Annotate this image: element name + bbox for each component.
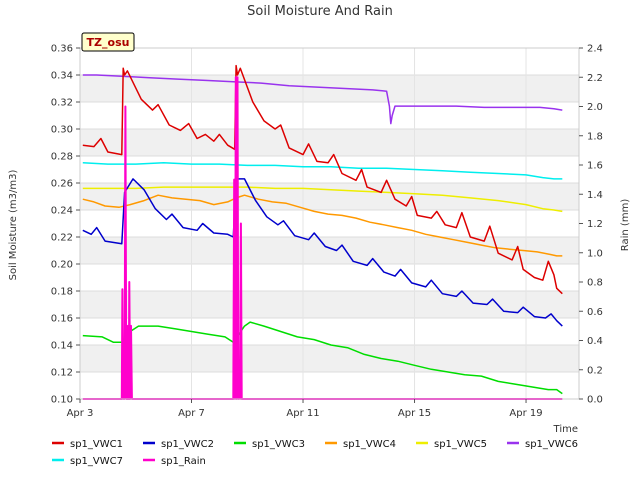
x-axis-ticks: Apr 3 Apr 7 Apr 11 Apr 15 Apr 19 (67, 399, 543, 419)
chart-title: Soil Moisture And Rain (247, 4, 393, 19)
legend-label: sp1_VWC4 (343, 439, 396, 450)
grid-band (80, 75, 579, 102)
legend-label: sp1_VWC1 (70, 439, 123, 450)
y2-tick-label: 0.6 (587, 307, 603, 318)
y-tick-label: 0.24 (51, 206, 73, 217)
y-tick-label: 0.36 (51, 44, 73, 55)
legend-label: sp1_VWC3 (252, 439, 305, 450)
series-line-sp1-vwc5 (82, 186, 563, 213)
y2-tick-label: 2.2 (587, 73, 603, 84)
y2-tick-label: 0.4 (587, 336, 603, 347)
series-line-sp1-vwc2 (82, 178, 563, 327)
plot-background (80, 75, 579, 372)
y-tick-label: 0.32 (51, 98, 73, 109)
legend-label: sp1_VWC7 (70, 456, 123, 467)
y2-tick-label: 1.2 (587, 219, 603, 230)
series-line-sp1-vwc7 (82, 161, 563, 180)
x-tick-label: Apr 7 (178, 408, 205, 419)
series-layer (82, 64, 563, 400)
y-tick-label: 0.26 (51, 179, 73, 190)
x-tick-label: Apr 15 (398, 408, 431, 419)
y-axis-label: Soil Moisture (m3/m3) (8, 170, 19, 281)
y2-tick-label: 1.8 (587, 131, 603, 142)
y-tick-label: 0.10 (51, 395, 73, 406)
y-axis-ticks: 0.10 0.12 0.14 0.16 0.18 0.20 0.22 0.24 0.26 0.28… (51, 44, 80, 406)
y-tick-label: 0.22 (51, 233, 73, 244)
y2-axis-label: Rain (mm) (620, 199, 631, 252)
series-line-sp1-rain (82, 76, 563, 400)
y2-tick-label: 0.0 (587, 395, 603, 406)
y2-tick-label: 1.6 (587, 161, 603, 172)
grid-band (80, 291, 579, 318)
legend-label: sp1_VWC2 (161, 439, 214, 450)
series-line-sp1-vwc3 (82, 321, 563, 395)
x-tick-label: Apr 3 (67, 408, 94, 419)
y2-tick-label: 2.4 (587, 44, 603, 55)
y2-tick-label: 0.8 (587, 278, 603, 289)
y-tick-label: 0.20 (51, 260, 73, 271)
y-tick-label: 0.12 (51, 368, 73, 379)
y2-tick-label: 1.0 (587, 248, 603, 259)
legend: sp1_VWC1 sp1_VWC2 sp1_VWC3 sp1_VWC4 sp1_VWC5… (52, 439, 578, 467)
legend-label: sp1_Rain (161, 456, 206, 467)
legend-label: sp1_VWC5 (434, 439, 487, 450)
site-badge-box (81, 32, 135, 52)
y-tick-label: 0.14 (51, 341, 73, 352)
x-axis-label: Time (553, 424, 578, 435)
series-line-sp1-vwc6 (82, 74, 563, 125)
y2-tick-label: 2.0 (587, 102, 603, 113)
x-tick-label: Apr 11 (286, 408, 319, 419)
series-line-sp1-vwc1 (82, 64, 563, 295)
y2-axis-ticks: 0.0 0.2 0.4 0.6 0.8 1.0 1.2 1.4 1.6 1.8 2.0 2.2 2.4 (579, 44, 603, 406)
grid-band (80, 345, 579, 372)
y-tick-label: 0.34 (51, 71, 73, 82)
grid-band (80, 129, 579, 156)
y2-tick-label: 1.4 (587, 190, 603, 201)
site-badge-text: TZ_osu (87, 36, 130, 49)
series-line-sp1-vwc4 (82, 194, 563, 257)
y2-tick-label: 0.2 (587, 365, 603, 376)
grid-band (80, 237, 579, 264)
y-tick-label: 0.16 (51, 314, 73, 325)
y-tick-label: 0.18 (51, 287, 73, 298)
site-badge: TZ_osu (81, 32, 135, 52)
legend-label: sp1_VWC6 (525, 439, 578, 450)
x-tick-label: Apr 19 (509, 408, 542, 419)
y-tick-label: 0.28 (51, 152, 73, 163)
y-tick-label: 0.30 (51, 125, 73, 136)
